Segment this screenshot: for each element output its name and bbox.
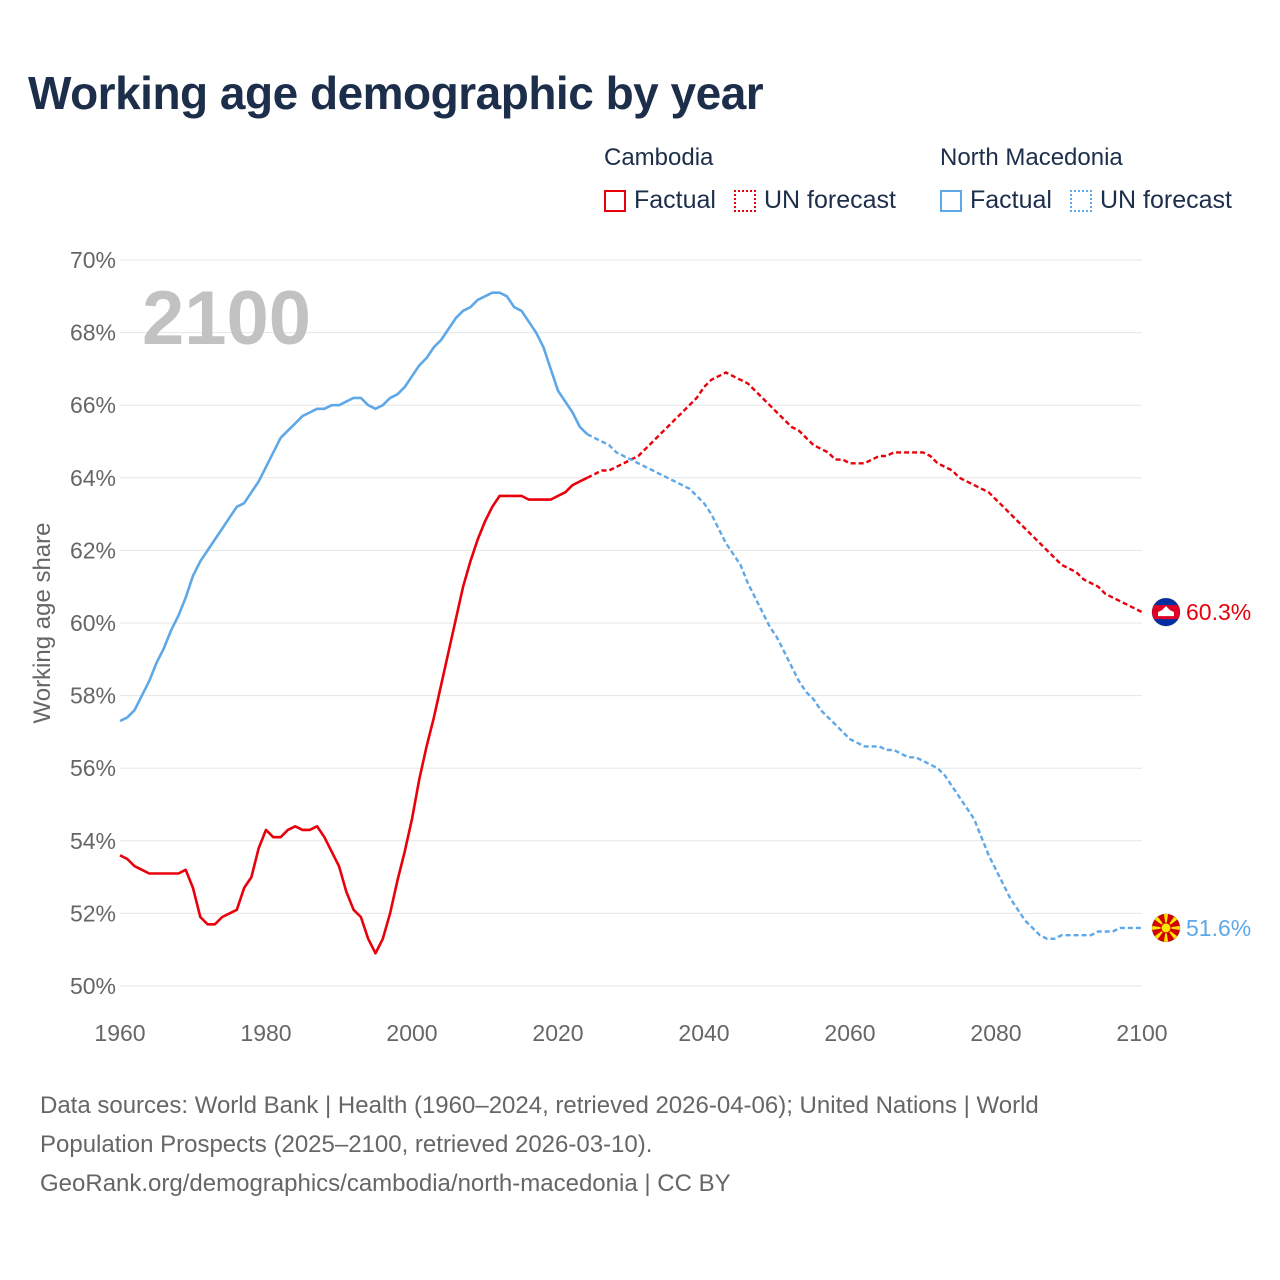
y-axis-label: Working age share: [29, 523, 56, 724]
x-tick-label: 2060: [824, 1020, 875, 1046]
y-tick-label: 66%: [70, 392, 116, 418]
series-end-markers: 60.3% 51.6%: [1151, 597, 1251, 943]
chart-title: Working age demographic by year: [28, 67, 764, 119]
legend-north-macedonia: North Macedonia Factual UN forecast: [940, 144, 1250, 215]
y-tick-label: 68%: [70, 320, 116, 346]
y-tick-label: 60%: [70, 610, 116, 636]
legend-item-cambodia-factual[interactable]: Factual: [604, 186, 716, 215]
y-tick-label: 62%: [70, 537, 116, 563]
legend-item-label: Factual: [970, 186, 1052, 214]
legend-item-north-macedonia-factual[interactable]: Factual: [940, 186, 1052, 215]
y-tick-label: 52%: [70, 900, 116, 926]
x-tick-label: 1960: [94, 1020, 145, 1046]
line-cambodia-forecast[interactable]: [586, 371, 1143, 614]
footer-line: Data sources: World Bank | Health (1960–…: [40, 1092, 1039, 1119]
legend-item-label: UN forecast: [763, 186, 896, 214]
end-value-label: 60.3%: [1186, 599, 1251, 625]
legend-item-label: Factual: [634, 186, 716, 214]
line-north-macedonia-factual[interactable]: [119, 291, 589, 723]
legend-item-north-macedonia-forecast[interactable]: UN forecast: [1069, 186, 1232, 215]
x-axis-ticks: 1960 1980 2000 2020 2040 2060 2080 2100: [94, 1020, 1167, 1046]
x-tick-label: 2040: [678, 1020, 729, 1046]
y-tick-label: 70%: [70, 247, 116, 273]
y-tick-label: 50%: [70, 973, 116, 999]
x-tick-label: 2080: [970, 1020, 1021, 1046]
end-value-label: 51.6%: [1186, 915, 1251, 941]
x-tick-label: 2000: [386, 1020, 437, 1046]
north-macedonia-flag-icon: [1151, 913, 1181, 943]
legend-cambodia: Cambodia Factual UN forecast: [604, 144, 914, 215]
y-axis-ticks: 50% 52% 54% 56% 58% 60% 62% 64% 66% 68% 70%: [70, 247, 116, 999]
grid-lines: [120, 259, 1142, 987]
x-tick-label: 2020: [532, 1020, 583, 1046]
year-watermark: 2100: [142, 276, 311, 361]
cambodia-flag-icon: [1151, 597, 1181, 627]
legend-country-label: North Macedonia: [940, 144, 1123, 171]
footer-link[interactable]: GeoRank.org/demographics/cambodia/north-…: [40, 1170, 731, 1197]
legend-item-label: UN forecast: [1099, 186, 1232, 214]
x-tick-label: 2100: [1116, 1020, 1167, 1046]
legend-item-cambodia-forecast[interactable]: UN forecast: [733, 186, 896, 215]
footer-line: Population Prospects (2025–2100, retriev…: [40, 1131, 653, 1158]
line-cambodia-factual[interactable]: [119, 476, 588, 955]
footer-sources: Data sources: World Bank | Health (1960–…: [40, 1086, 1240, 1203]
y-tick-label: 54%: [70, 828, 116, 854]
dotted-swatch-icon: [1069, 189, 1092, 212]
solid-swatch-icon: [940, 189, 962, 212]
series-lines: [119, 291, 1143, 955]
y-tick-label: 56%: [70, 755, 116, 781]
line-chart: 2100 50% 52% 54% 56% 58% 60% 62% 64% 66% 68% 70% 1…: [29, 247, 1251, 1046]
dotted-swatch-icon: [733, 189, 756, 212]
y-tick-label: 64%: [70, 465, 116, 491]
y-tick-label: 58%: [70, 683, 116, 709]
x-tick-label: 1980: [240, 1020, 291, 1046]
solid-swatch-icon: [604, 189, 626, 212]
legend-country-label: Cambodia: [604, 144, 714, 171]
line-north-macedonia-forecast[interactable]: [586, 433, 1142, 940]
